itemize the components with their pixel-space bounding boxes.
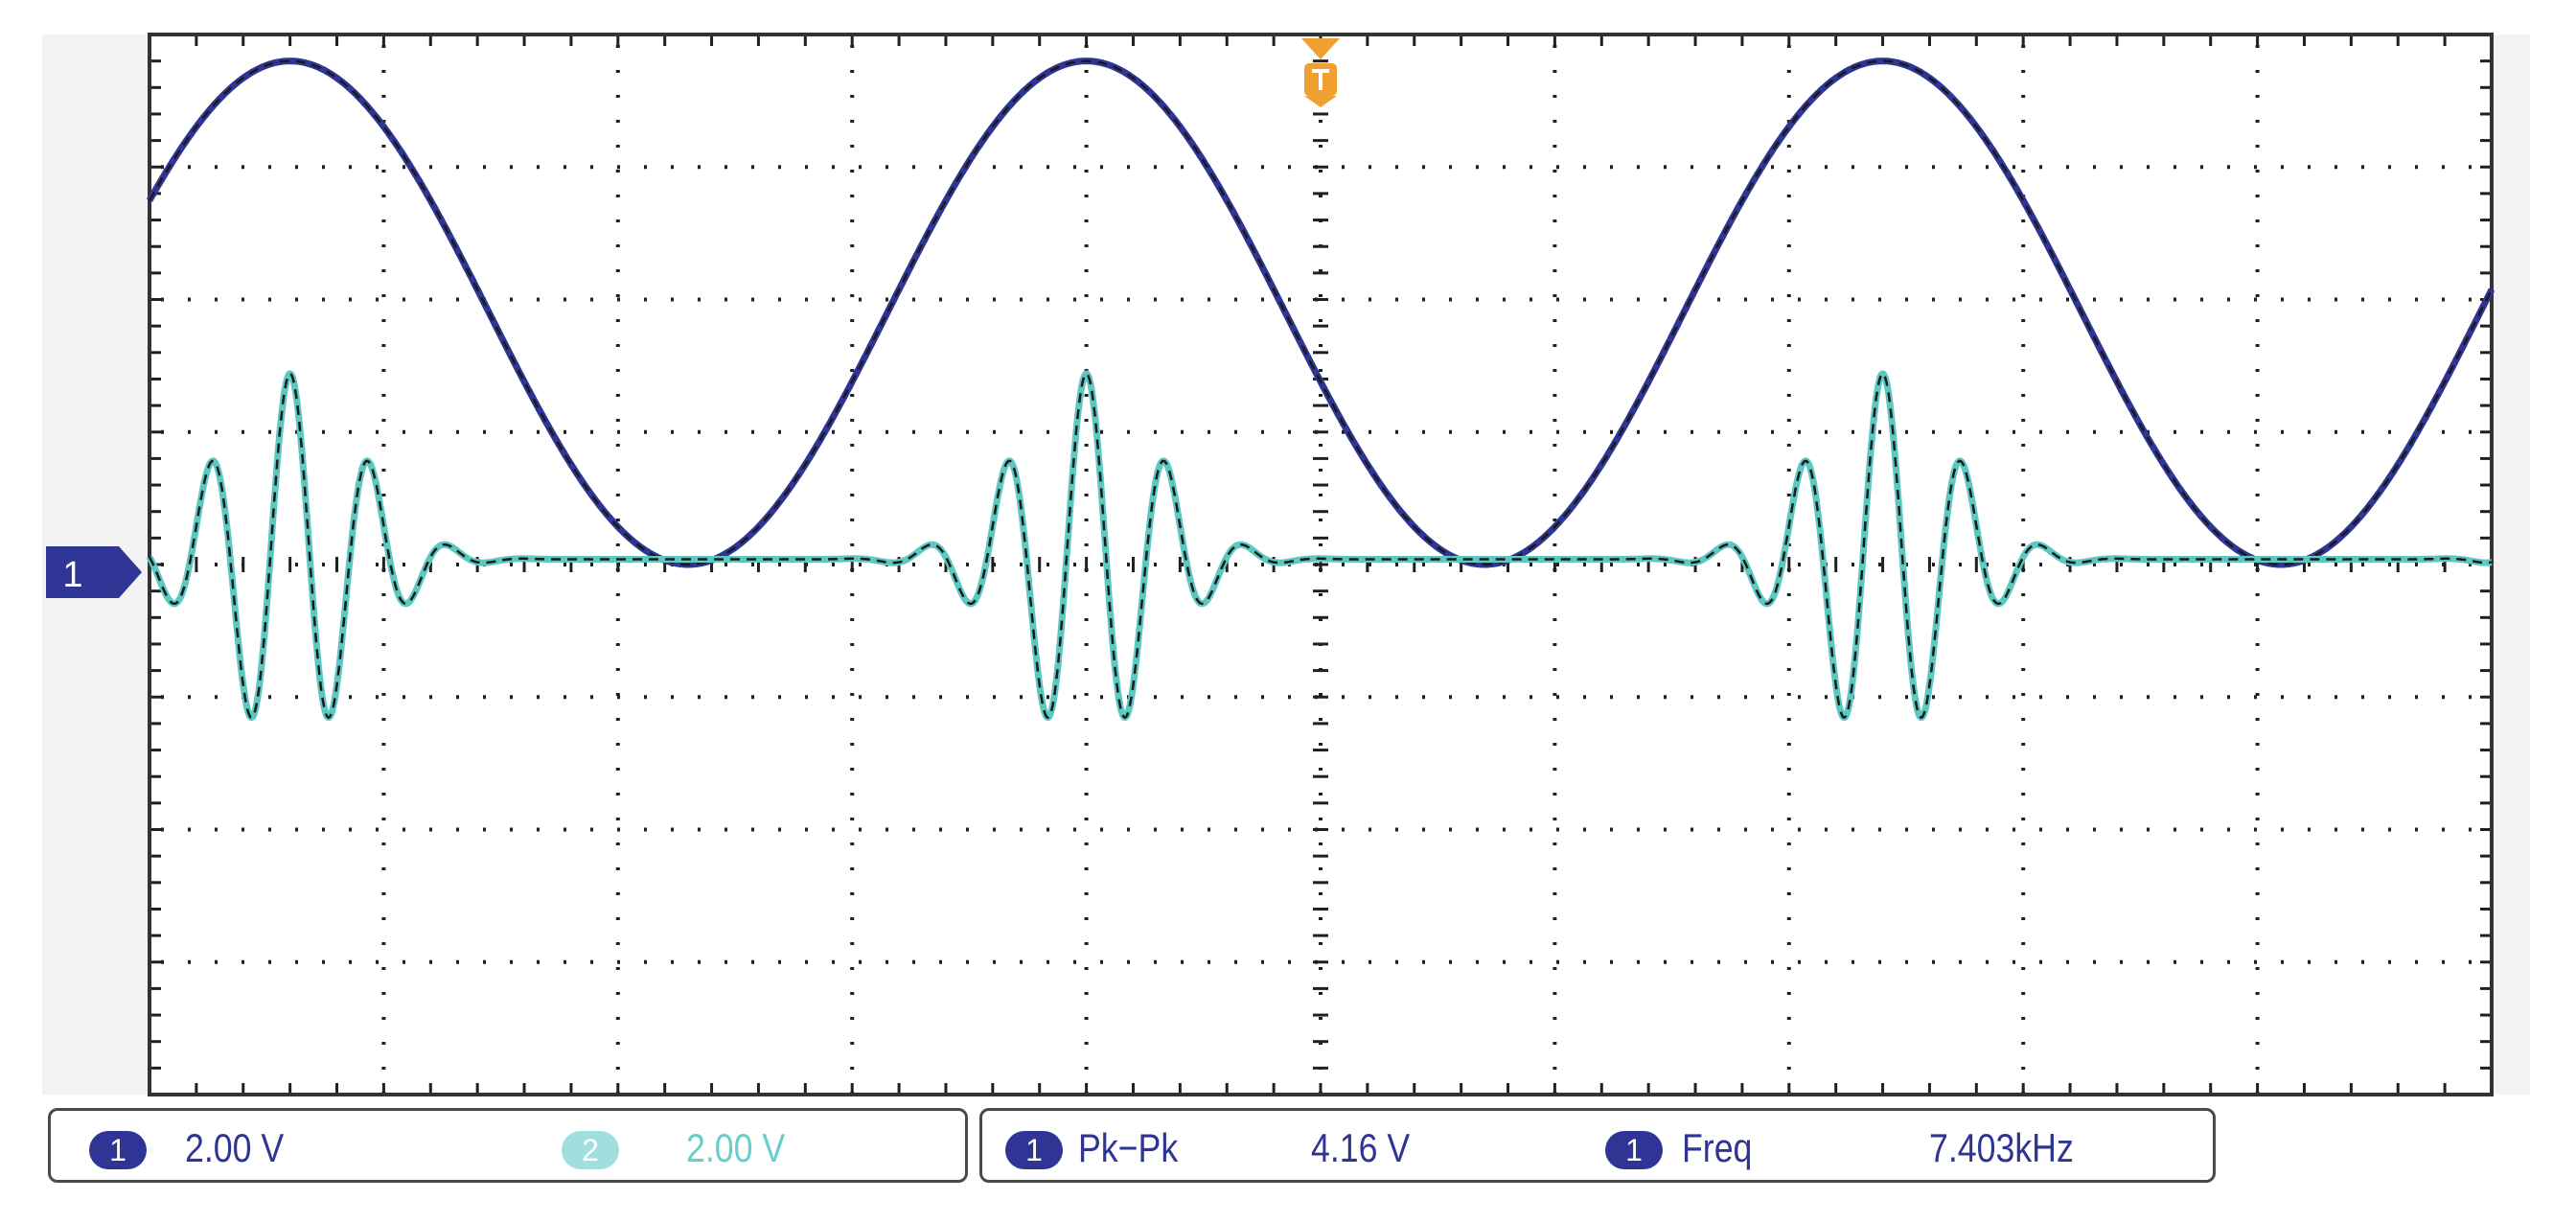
freq-label: Freq [1682, 1125, 1753, 1170]
pkpk-source-badge[interactable]: 1 [1005, 1131, 1063, 1169]
measurement-panel: 1 Pk−Pk 4.16 V 1 Freq 7.403kHz [979, 1108, 2216, 1183]
trigger-arrow [1301, 38, 1340, 59]
channel-1-marker: 1 [46, 546, 142, 598]
channel-2-trace-overlay [148, 372, 2493, 719]
ch1-badge[interactable]: 1 [89, 1131, 147, 1169]
channel-1-trace-overlay [148, 59, 2494, 566]
channel-1-marker-label: 1 [62, 555, 82, 595]
right-gutter [2492, 35, 2530, 1095]
pkpk-value: 4.16 V [1311, 1125, 1411, 1170]
trigger-marker [1301, 38, 1340, 107]
pkpk-label: Pk−Pk [1078, 1125, 1179, 1170]
ch2-scale: 2.00 V [686, 1125, 786, 1170]
ch2-badge[interactable]: 2 [562, 1131, 619, 1169]
waveform-traces [146, 58, 2496, 722]
trigger-tag-tip [1304, 96, 1337, 107]
channel-scale-panel: 1 2.00 V 2 2.00 V [48, 1108, 968, 1183]
freq-source-badge[interactable]: 1 [1605, 1131, 1663, 1169]
freq-value: 7.403kHz [1929, 1125, 2074, 1170]
trigger-icon [1312, 69, 1329, 90]
ch1-scale: 2.00 V [185, 1125, 285, 1170]
